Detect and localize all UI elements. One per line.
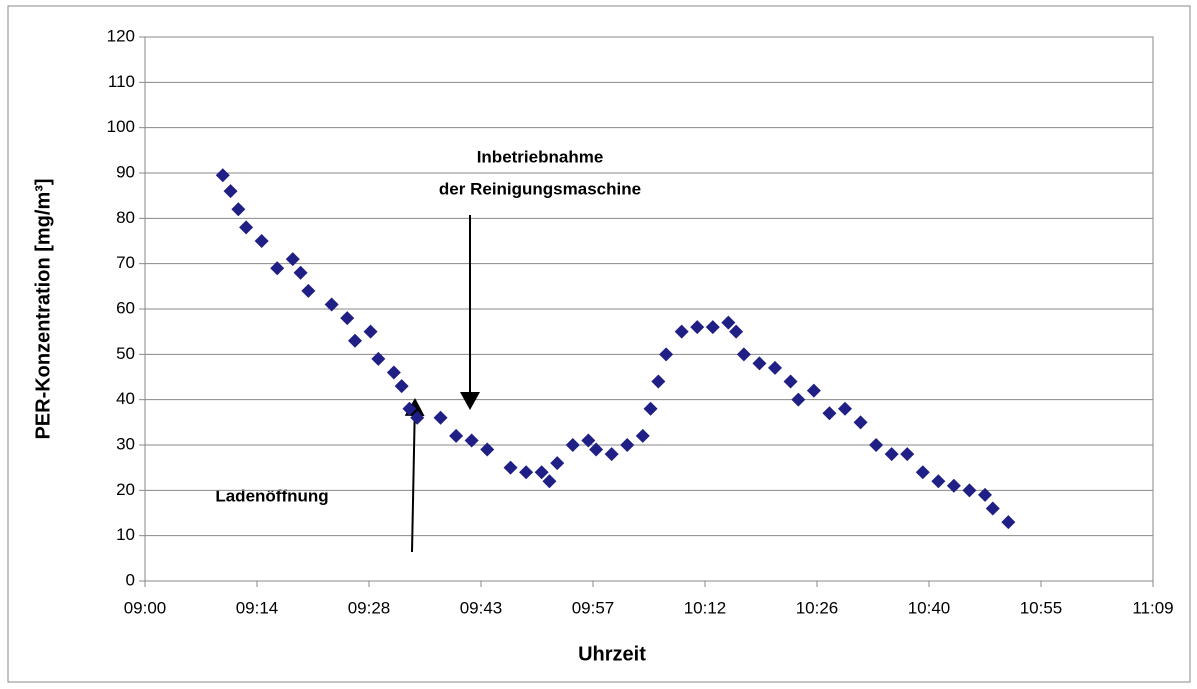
marker xyxy=(394,379,409,394)
y-tick-label: 80 xyxy=(116,208,135,227)
marker xyxy=(285,252,300,267)
x-tick-label: 11:09 xyxy=(1132,598,1173,617)
marker xyxy=(690,320,705,335)
marker xyxy=(449,428,464,443)
marker xyxy=(480,442,495,457)
marker xyxy=(386,365,401,380)
marker xyxy=(534,465,549,480)
marker xyxy=(464,433,479,448)
y-tick-label: 40 xyxy=(116,389,135,408)
marker xyxy=(301,283,316,298)
y-tick-label: 10 xyxy=(116,525,135,544)
marker xyxy=(410,410,425,425)
marker xyxy=(215,168,230,183)
marker xyxy=(542,474,557,489)
x-tick-label: 09:00 xyxy=(124,598,167,617)
marker xyxy=(293,265,308,280)
y-tick-label: 120 xyxy=(107,26,135,45)
marker xyxy=(838,401,852,416)
x-tick-label: 10:40 xyxy=(908,598,951,617)
marker xyxy=(550,456,565,471)
marker xyxy=(519,465,534,480)
marker xyxy=(363,324,378,339)
marker xyxy=(931,474,946,489)
marker xyxy=(433,410,448,425)
marker xyxy=(946,478,961,493)
marker xyxy=(736,347,751,362)
marker xyxy=(643,401,658,416)
y-tick-label: 60 xyxy=(116,298,135,317)
marker xyxy=(674,324,689,339)
marker xyxy=(604,447,619,462)
marker xyxy=(791,392,806,407)
marker xyxy=(620,438,635,452)
marker xyxy=(254,234,269,248)
y-tick-label: 0 xyxy=(126,570,135,589)
marker xyxy=(806,383,821,398)
y-axis-title: PER-Konzentration [mg/m³] xyxy=(32,178,54,439)
y-tick-label: 20 xyxy=(116,480,135,499)
marker xyxy=(853,415,868,430)
x-tick-label: 10:26 xyxy=(796,598,839,617)
chart-border xyxy=(7,5,1191,683)
marker xyxy=(239,220,254,235)
marker xyxy=(589,442,604,457)
marker xyxy=(340,311,355,326)
marker xyxy=(729,324,744,339)
x-axis-title: Uhrzeit xyxy=(578,643,646,665)
marker xyxy=(962,483,977,498)
y-tick-label: 100 xyxy=(107,117,135,136)
marker xyxy=(884,447,899,462)
annotation: Inbetriebnahme xyxy=(477,147,604,166)
marker xyxy=(1001,515,1016,530)
marker xyxy=(402,401,417,416)
marker xyxy=(223,184,238,199)
annotation: der Reinigungsmaschine xyxy=(439,179,641,198)
marker xyxy=(324,297,339,312)
y-tick-label: 90 xyxy=(116,162,135,181)
marker xyxy=(822,406,837,421)
marker xyxy=(768,360,782,375)
marker xyxy=(231,202,246,217)
marker xyxy=(721,315,736,330)
x-tick-label: 09:28 xyxy=(348,598,391,617)
marker xyxy=(915,465,930,480)
marker xyxy=(503,460,518,475)
x-tick-label: 10:55 xyxy=(1020,598,1063,617)
marker xyxy=(985,501,1000,516)
x-tick-label: 09:14 xyxy=(236,598,279,617)
marker xyxy=(651,374,666,389)
marker xyxy=(659,347,674,362)
marker xyxy=(752,356,767,371)
marker xyxy=(348,333,362,348)
x-tick-label: 09:57 xyxy=(572,598,615,617)
marker xyxy=(371,351,386,366)
marker xyxy=(581,433,596,448)
y-tick-label: 50 xyxy=(116,344,135,363)
marker xyxy=(869,438,884,452)
y-tick-label: 70 xyxy=(116,253,135,272)
marker xyxy=(635,428,650,443)
x-tick-label: 10:12 xyxy=(684,598,727,617)
marker xyxy=(900,447,915,462)
x-tick-label: 09:43 xyxy=(460,598,503,617)
annotation: Ladenöffnung xyxy=(215,486,328,505)
marker xyxy=(978,487,992,502)
marker xyxy=(705,320,720,335)
marker xyxy=(270,261,285,276)
arrow xyxy=(404,398,425,553)
y-tick-label: 30 xyxy=(116,434,135,453)
y-tick-label: 110 xyxy=(108,72,135,91)
marker xyxy=(565,438,580,452)
marker xyxy=(783,374,798,389)
